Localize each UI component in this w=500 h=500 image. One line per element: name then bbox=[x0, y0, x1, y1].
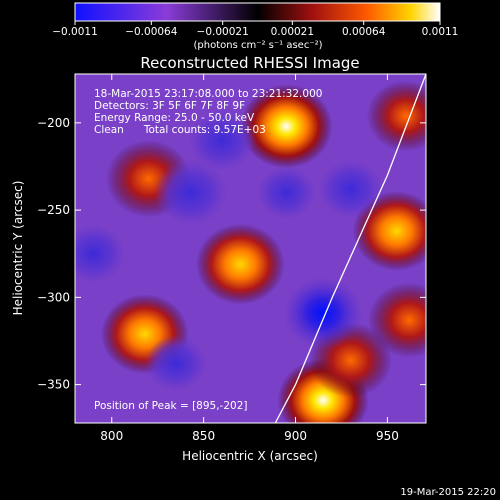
source-blob bbox=[318, 159, 384, 219]
source-blob bbox=[195, 223, 285, 305]
colorbar-tick-label: −0.0011 bbox=[52, 26, 98, 38]
x-tick-label: 850 bbox=[192, 429, 215, 443]
y-tick-label: −200 bbox=[37, 116, 70, 130]
colorbar-ticks: −0.0011 −0.00064 −0.00021 0.00021 0.00064 0.0… bbox=[52, 21, 458, 38]
y-tick-label: −300 bbox=[37, 290, 70, 304]
x-axis-label: Heliocentric X (arcsec) bbox=[182, 449, 318, 463]
footer-date: 19-Mar-2015 22:20 bbox=[400, 487, 496, 498]
source-blob bbox=[240, 84, 333, 169]
colorbar-tick-label: −0.00064 bbox=[125, 26, 178, 38]
source-blob bbox=[75, 224, 126, 284]
y-axis-label: Heliocentric Y (arcsec) bbox=[11, 181, 25, 316]
colorbar bbox=[74, 2, 441, 22]
source-blob bbox=[366, 80, 426, 152]
solar-limb-curve bbox=[274, 74, 426, 423]
heatmap-sources bbox=[75, 80, 426, 423]
x-axis-ticks: 800 850 900 950 bbox=[100, 74, 399, 443]
info-line-energy: Energy Range: 25.0 - 50.0 keV bbox=[94, 112, 255, 124]
source-blob bbox=[153, 159, 228, 227]
source-blob bbox=[144, 335, 208, 393]
chart-title: Reconstructed RHESSI Image bbox=[140, 54, 359, 72]
x-tick-label: 900 bbox=[284, 429, 307, 443]
colorbar-tick-label: 0.0011 bbox=[422, 26, 459, 38]
source-blob bbox=[256, 165, 317, 220]
peak-position-text: Position of Peak = [895,-202] bbox=[94, 400, 248, 412]
source-blob bbox=[188, 109, 257, 172]
info-line-time: 18-Mar-2015 23:17:08.000 to 23:21:32.000 bbox=[94, 88, 322, 100]
info-text: 18-Mar-2015 23:17:08.000 to 23:21:32.000… bbox=[94, 88, 322, 136]
y-tick-label: −350 bbox=[37, 378, 70, 392]
info-line-clean: Clean Total counts: 9.57E+03 bbox=[94, 124, 266, 136]
x-tick-label: 950 bbox=[376, 429, 399, 443]
colorbar-tick-label: 0.00021 bbox=[271, 26, 314, 38]
y-axis-ticks: −200 −250 −300 −350 bbox=[37, 116, 426, 392]
colorbar-tick-label: 0.00064 bbox=[342, 26, 386, 38]
info-line-detectors: Detectors: 3F 5F 6F 7F 8F 9F bbox=[94, 100, 245, 112]
x-tick-label: 800 bbox=[100, 429, 123, 443]
colorbar-tick-label: −0.00021 bbox=[197, 26, 249, 38]
y-tick-label: −250 bbox=[37, 203, 70, 217]
source-blob bbox=[283, 277, 363, 350]
colorbar-label: (photons cm⁻² s⁻¹ asec⁻²) bbox=[193, 40, 322, 51]
plot-frame bbox=[74, 73, 427, 424]
